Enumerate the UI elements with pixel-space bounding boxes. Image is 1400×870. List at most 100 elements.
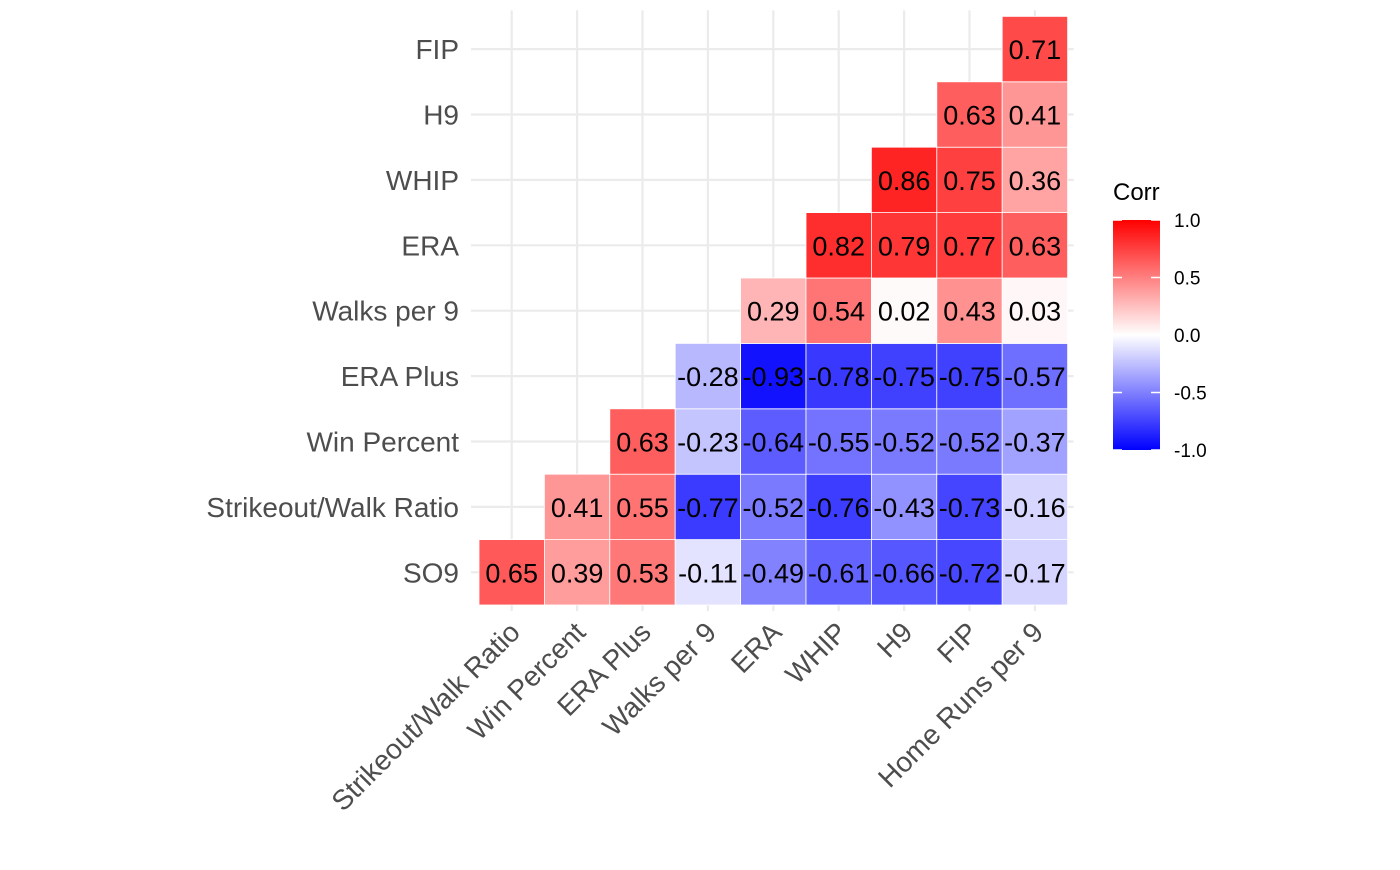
cell-value-label: -0.75: [873, 362, 935, 392]
cell-value-label: -0.52: [939, 428, 1001, 458]
heatmap-cell: [740, 473, 807, 541]
heatmap-cell: [936, 81, 1003, 148]
cell-value-label: 0.63: [616, 428, 669, 458]
cell-value-label: 0.77: [943, 231, 996, 261]
cell-value-label: -0.52: [873, 428, 935, 458]
heatmap-cell: [871, 277, 938, 344]
y-tick-label: Strikeout/Walk Ratio: [206, 492, 459, 523]
cell-value-label: -0.75: [939, 362, 1001, 392]
cell-value-label: -0.64: [743, 428, 805, 458]
x-tick-label: H9: [871, 616, 918, 663]
cell-value-label: -0.78: [808, 362, 870, 392]
heatmap-cell: [805, 408, 872, 475]
legend-tick-label: -0.5: [1174, 384, 1207, 405]
x-tick-label: FIP: [931, 616, 984, 669]
heatmap-cell: [805, 277, 872, 344]
cell-value-label: -0.49: [743, 558, 805, 588]
cell-value-label: 0.71: [1009, 35, 1062, 65]
x-tick-label: ERA: [725, 616, 788, 679]
heatmap-cell: [805, 539, 872, 606]
heatmap-cell: [871, 408, 938, 475]
cell-value-label: -0.17: [1004, 558, 1066, 588]
heatmap-cell: [674, 539, 742, 606]
cell-value-label: 0.02: [878, 297, 931, 327]
heatmap-cell: [871, 539, 938, 606]
cell-value-label: -0.93: [743, 362, 805, 392]
y-tick-label: ERA Plus: [341, 361, 459, 392]
heatmap-cell: [1001, 408, 1069, 475]
cell-value-label: -0.77: [677, 493, 739, 523]
heatmap-cell: [478, 539, 545, 606]
cell-value-label: -0.37: [1004, 428, 1066, 458]
cell-value-label: -0.72: [939, 558, 1001, 588]
cell-value-label: -0.16: [1004, 493, 1066, 523]
y-tick-label: WHIP: [386, 165, 459, 196]
heatmap-cell: [740, 408, 807, 475]
heatmap-cell: [1001, 342, 1069, 410]
y-tick-label: ERA: [401, 230, 459, 261]
heatmap-cell: [1001, 15, 1069, 83]
heatmap-cell: [674, 342, 742, 410]
cell-value-label: -0.76: [808, 493, 870, 523]
heatmap-cell: [1001, 473, 1069, 541]
y-axis: SO9 Strikeout/Walk Ratio Win Percent ERA Pl…: [206, 34, 459, 588]
cell-value-label: 0.53: [616, 558, 669, 588]
heatmap-cell: [805, 212, 872, 279]
heatmap-cell: [936, 473, 1003, 541]
y-tick-label: Walks per 9: [312, 296, 459, 327]
cell-value-label: 0.63: [1009, 231, 1062, 261]
heatmap-cell: [544, 473, 611, 541]
cell-value-label: -0.57: [1004, 362, 1066, 392]
heatmap-cell: [936, 408, 1003, 475]
legend-tick-label: 1.0: [1174, 211, 1200, 232]
cell-value-label: -0.61: [808, 558, 870, 588]
x-tick-label: WHIP: [779, 616, 853, 690]
cell-value-label: 0.75: [943, 166, 996, 196]
heatmap-cell: [805, 473, 872, 541]
heatmap-cell: [674, 473, 742, 541]
cell-value-label: 0.43: [943, 297, 996, 327]
cell-value-label: -0.28: [677, 362, 739, 392]
legend-ticks: 1.0 0.5 0.0 -0.5 -1.0: [1113, 211, 1207, 462]
cell-value-label: 0.03: [1009, 297, 1062, 327]
cell-value-label: 0.86: [878, 166, 931, 196]
cell-value-label: 0.82: [812, 231, 865, 261]
cell-value-label: 0.41: [1009, 101, 1062, 131]
heatmap-cell: [740, 277, 807, 344]
y-tick-label: Win Percent: [307, 427, 460, 458]
cell-value-label: 0.39: [551, 558, 604, 588]
cell-value-label: 0.63: [943, 101, 996, 131]
cell-value-label: -0.73: [939, 493, 1001, 523]
cell-value-label: 0.54: [812, 297, 865, 327]
heatmap-cell: [871, 146, 938, 213]
legend-tick-label: 0.5: [1174, 269, 1200, 290]
cell-value-label: -0.11: [678, 558, 738, 588]
legend-tick-label: 0.0: [1174, 326, 1200, 347]
heatmap-cell: [609, 408, 676, 475]
heatmap-cell: [1001, 81, 1069, 148]
legend-tick-label: -1.0: [1174, 441, 1207, 462]
heatmap-cells: [478, 15, 1069, 606]
y-tick-label: H9: [423, 100, 459, 131]
heatmap-cell: [936, 342, 1003, 410]
cell-value-label: 0.36: [1009, 166, 1062, 196]
cell-value-label: 0.65: [485, 558, 538, 588]
color-legend: Corr 1.0 0.5 0.0 -0.5 -1.0: [1113, 179, 1207, 462]
cell-value-label: -0.52: [743, 493, 805, 523]
cell-value-label: -0.66: [873, 558, 935, 588]
heatmap-cell: [871, 473, 938, 541]
heatmap-cell: [1001, 539, 1069, 606]
cell-value-labels: 0.65 0.39 0.53 -0.11 -0.49 -0.61 -0.66 -0.72 -0.…: [485, 35, 1065, 588]
y-tick-label: SO9: [403, 557, 459, 588]
heatmap-cell: [936, 539, 1003, 606]
cell-value-label: -0.23: [677, 428, 739, 458]
heatmap-cell: [805, 342, 872, 410]
cell-value-label: 0.41: [551, 493, 604, 523]
cell-value-label: 0.29: [747, 297, 800, 327]
cell-value-label: 0.79: [878, 231, 931, 261]
y-tick-label: FIP: [415, 34, 459, 65]
heatmap-cell: [674, 408, 742, 475]
